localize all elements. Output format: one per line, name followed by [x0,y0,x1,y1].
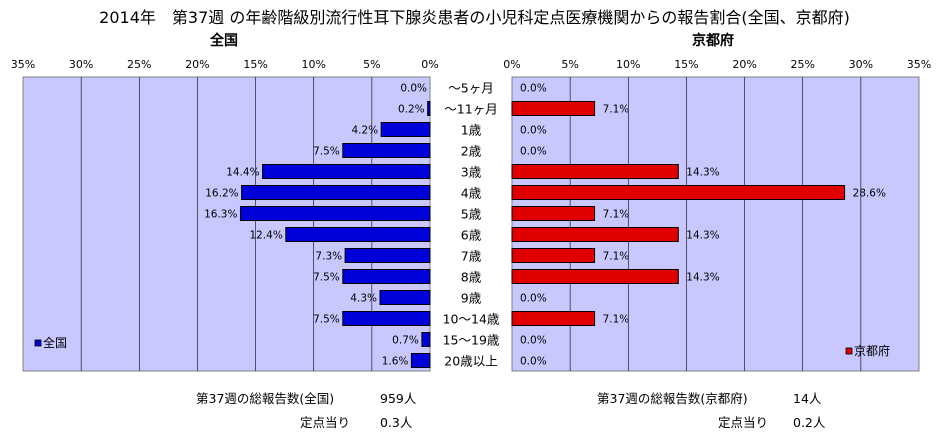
kyoto-legend-swatch [845,347,853,355]
kyoto-panel-title: 京都府 [692,33,734,49]
kyoto-bar [511,269,679,284]
national-x-tick-label: 20% [185,58,209,71]
national-data-label: 0.0% [400,83,427,95]
national-x-tick-label: 5% [363,58,380,71]
national-bar [380,122,431,137]
kyoto-bar [511,101,596,116]
category-label: 4歳 [461,186,482,201]
kyoto-total-label: 第37週の総報告数(京都府) [597,391,748,406]
kyoto-x-tick-label: 25% [790,58,814,71]
category-label: 3歳 [461,165,482,180]
national-legend-label: 全国 [43,335,67,350]
kyoto-x-tick-label: 35% [907,58,931,71]
category-label: 7歳 [461,249,482,264]
national-bar [285,227,431,242]
category-label: 6歳 [461,228,482,243]
kyoto-data-label: 7.1% [603,251,630,263]
national-plot-area [22,76,431,372]
national-data-label: 4.2% [351,125,378,137]
kyoto-data-label: 0.0% [520,356,547,368]
national-bar [262,164,431,179]
kyoto-data-label: 0.0% [520,125,547,137]
category-label: 2歳 [461,144,482,159]
kyoto-bar [511,311,596,326]
national-x-tick-label: 15% [243,58,267,71]
national-x-tick-label: 10% [301,58,325,71]
kyoto-data-label: 0.0% [520,335,547,347]
national-bar [239,206,431,221]
national-per-label: 定点当り [300,415,351,430]
national-bar [410,353,431,368]
kyoto-x-tick-label: 5% [561,58,578,71]
category-label: 15～19歳 [443,333,500,348]
kyoto-x-tick-label: 0% [503,58,520,71]
kyoto-per-value: 0.2人 [793,415,826,430]
national-legend-swatch [34,339,42,347]
category-label: 9歳 [461,291,482,306]
kyoto-data-label: 7.1% [603,104,630,116]
national-panel-title: 全国 [210,33,238,49]
national-data-label: 7.3% [315,251,342,263]
national-bar [342,269,431,284]
kyoto-total-value: 14人 [793,391,822,406]
national-bar [241,185,431,200]
national-data-label: 7.5% [313,314,340,326]
kyoto-data-label: 14.3% [686,230,719,242]
kyoto-data-label: 7.1% [603,314,630,326]
national-data-label: 7.5% [313,146,340,158]
national-data-label: 12.4% [249,230,282,242]
kyoto-x-tick-label: 30% [849,58,873,71]
kyoto-x-tick-label: 20% [732,58,756,71]
national-data-label: 16.3% [204,209,237,221]
national-bar [421,332,431,347]
kyoto-x-tick-label: 15% [674,58,698,71]
kyoto-bar [511,227,679,242]
national-data-label: 14.4% [226,167,259,179]
chart-canvas: 35% 30% 25% 20% 15% 10% 5% 0%0.0%0.2%4.2%7.5%14… [11,58,931,372]
national-total-value: 959人 [380,391,417,406]
kyoto-data-label: 0.0% [520,83,547,95]
kyoto-data-label: 0.0% [520,146,547,158]
kyoto-data-label: 14.3% [686,272,719,284]
national-bar [342,311,431,326]
kyoto-bar [511,248,596,263]
national-per-value: 0.3人 [380,415,413,430]
national-x-tick-label: 0% [421,58,438,71]
national-bar [427,101,431,116]
kyoto-data-label: 7.1% [603,209,630,221]
category-label: 10～14歳 [443,312,500,327]
kyoto-x-tick-label: 10% [616,58,640,71]
national-total-label: 第37週の総報告数(全国) [196,391,335,406]
national-x-tick-label: 25% [127,58,151,71]
national-x-tick-label: 35% [11,58,35,71]
kyoto-bar [511,185,846,200]
category-label: 1歳 [461,123,482,138]
national-data-label: 0.7% [392,335,419,347]
kyoto-legend-label: 京都府 [854,343,890,358]
kyoto-bar [511,164,679,179]
category-label: 8歳 [461,270,482,285]
kyoto-data-label: 0.0% [520,293,547,305]
kyoto-per-label: 定点当り [718,415,769,430]
category-label: 5歳 [461,207,482,222]
national-data-label: 1.6% [382,356,409,368]
national-data-label: 0.2% [398,104,425,116]
kyoto-data-label: 28.6% [853,188,886,200]
category-label: 20歳以上 [444,354,497,369]
national-bar [342,143,431,158]
national-data-label: 16.2% [205,188,238,200]
kyoto-data-label: 14.3% [686,167,719,179]
national-bar [379,290,431,305]
category-label: ～11ヶ月 [444,102,497,117]
chart-title: 2014年 第37週 の年齢階級別流行性耳下腺炎患者の小児科定点医療機関からの報… [99,8,850,27]
national-data-label: 4.3% [350,293,377,305]
category-label: ～5ヶ月 [448,81,493,96]
national-bar [344,248,431,263]
kyoto-bar [511,206,596,221]
kyoto-plot-area [511,76,920,372]
national-data-label: 7.5% [313,272,340,284]
national-x-tick-label: 30% [69,58,93,71]
